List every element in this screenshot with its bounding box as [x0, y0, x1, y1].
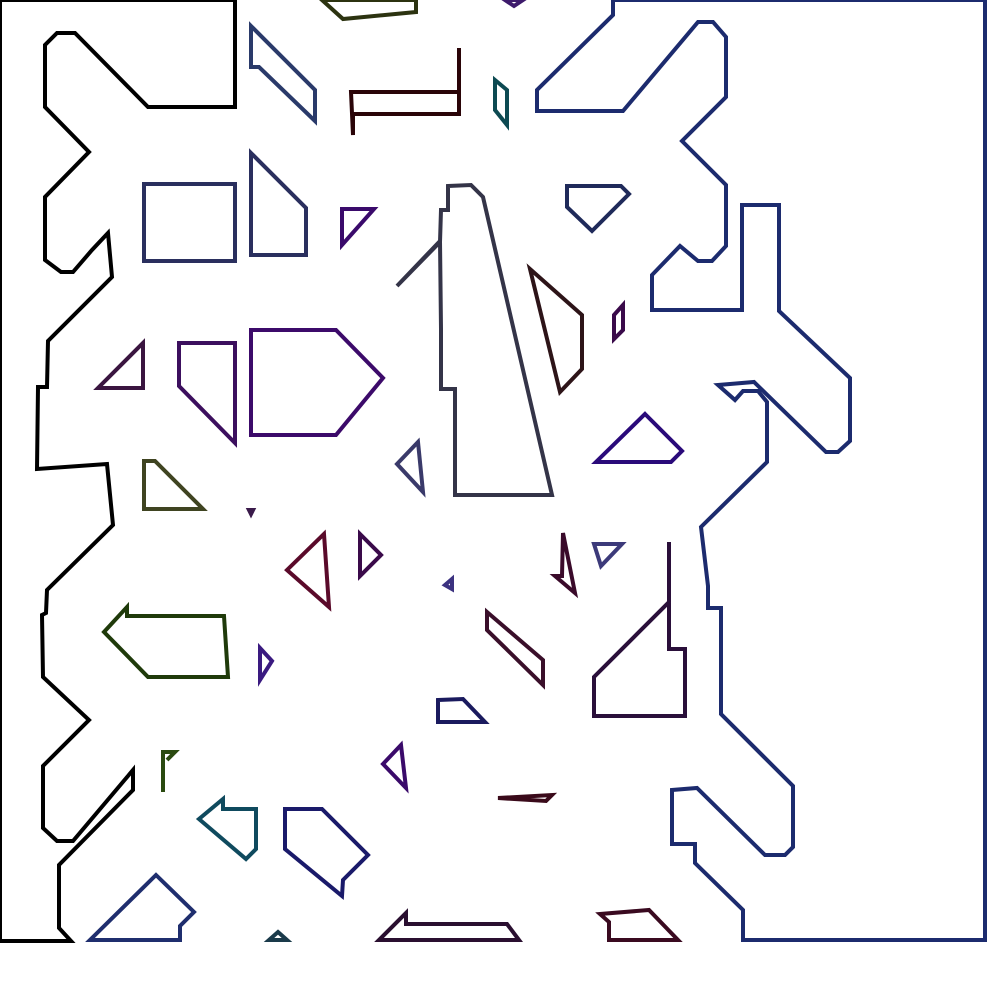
purple-small-triangle	[340, 207, 379, 251]
top-purple-tip	[501, 0, 527, 9]
navy-small-trapezoid	[436, 696, 490, 724]
teal-arrow-shape	[195, 794, 258, 862]
violet-tiny-triangle	[258, 642, 275, 687]
tiny-dot	[245, 508, 257, 519]
navy-trapezoid	[249, 148, 308, 257]
maroon-bracket	[348, 48, 461, 136]
shape-group	[0, 0, 987, 943]
maroon-sliver	[549, 532, 579, 599]
dark-red-quad	[526, 263, 584, 397]
dark-teal-cap	[263, 929, 293, 942]
right-frame-outline	[535, 0, 987, 942]
purple-pentagon	[249, 328, 386, 437]
purple-trapezoid	[177, 341, 237, 448]
indigo-triangle	[591, 411, 685, 464]
navy-rectangle	[142, 182, 237, 263]
purple-tall-triangle	[380, 740, 409, 794]
plum-flag-shape	[592, 542, 687, 718]
left-frame-outline	[0, 0, 237, 943]
navy-bottom-pentagon	[85, 872, 197, 942]
olive-triangle	[142, 459, 208, 511]
plum-bottom-trapezoid	[374, 908, 523, 942]
purple-arrow-triangle	[358, 529, 384, 581]
slate-small-triangle	[394, 437, 426, 498]
crimson-triangle	[284, 529, 332, 612]
central-tall-shape	[395, 182, 555, 497]
maroon-bottom-trapezoid	[595, 907, 683, 942]
green-arrow-shape	[101, 601, 231, 679]
plum-small-triangle	[441, 574, 454, 593]
maroon-dash	[497, 792, 558, 804]
navy-pentagon	[283, 807, 371, 901]
navy-kite	[565, 184, 632, 234]
plum-triangle-left	[93, 338, 145, 390]
teal-sliver	[493, 75, 509, 131]
blue-slanted-strip	[249, 21, 317, 126]
purple-sliver	[612, 299, 625, 344]
green-hook	[161, 750, 180, 792]
top-olive-quad	[319, 0, 418, 22]
slate-tiny-triangle	[591, 542, 627, 570]
plum-parallelogram	[485, 607, 545, 690]
